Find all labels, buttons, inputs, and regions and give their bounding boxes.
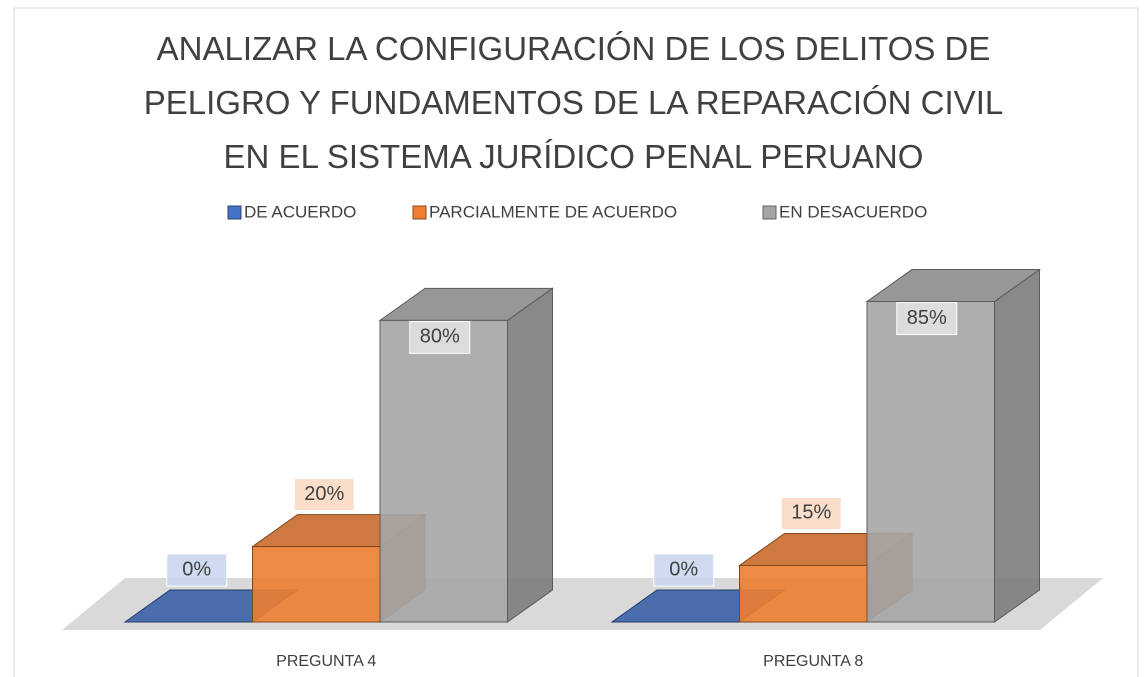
value-label: 0% [669, 558, 698, 580]
legend-label: EN DESACUERDO [779, 202, 927, 221]
value-label: 85% [907, 307, 947, 329]
bar [252, 546, 381, 623]
chart-border [13, 7, 1139, 677]
value-label-box [896, 302, 958, 336]
value-label: 0% [182, 558, 211, 580]
legend-swatch [412, 205, 427, 220]
value-label-box [653, 553, 715, 587]
value-label: 80% [420, 326, 460, 348]
value-label-box [409, 320, 471, 354]
bar-side [994, 268, 1040, 623]
x-tick-label: PREGUNTA 4 [276, 653, 376, 670]
bar [379, 319, 508, 623]
x-tick-label: PREGUNTA 8 [763, 653, 863, 670]
chart-title: ANALIZAR LA CONFIGURACIÓN DE LOS DELITOS… [143, 30, 1004, 175]
legend-label: PARCIALMENTE DE ACUERDO [429, 202, 677, 221]
legend-label: DE ACUERDO [244, 202, 356, 221]
legend-swatch [227, 205, 242, 220]
value-label-box [780, 496, 842, 530]
value-label-box [293, 478, 355, 512]
bar [739, 564, 868, 623]
legend-swatch [762, 205, 777, 220]
value-label-box [166, 553, 228, 587]
bar-side [507, 287, 553, 623]
value-label: 15% [791, 502, 831, 524]
title-box: ANALIZAR LA CONFIGURACIÓN DE LOS DELITOS… [0, 22, 1147, 184]
value-label: 20% [304, 483, 344, 505]
bar [866, 301, 995, 623]
